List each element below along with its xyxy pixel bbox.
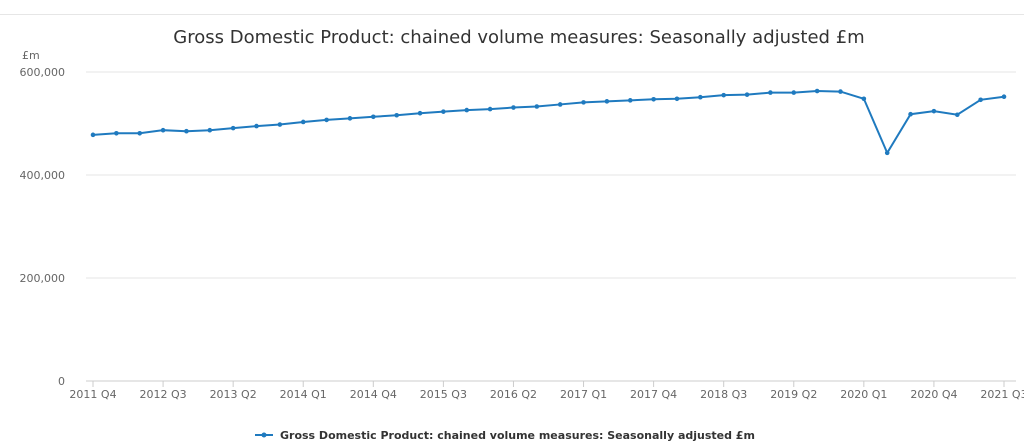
x-tick-label: 2016 Q2 [490,388,537,401]
data-point[interactable] [347,116,353,121]
x-tick-label: 2012 Q3 [139,388,186,401]
data-point[interactable] [768,90,773,95]
x-tick-label: 2018 Q3 [700,388,747,401]
y-tick-label: 0 [58,375,65,388]
legend-label[interactable]: Gross Domestic Product: chained volume m… [280,429,755,442]
data-point[interactable] [931,108,937,114]
x-tick-label: 2021 Q3 [980,388,1024,401]
chart-frame: Gross Domestic Product: chained volume m… [0,14,1024,443]
data-point[interactable] [207,127,213,133]
data-point[interactable] [744,92,750,97]
x-tick-label: 2020 Q4 [910,388,957,401]
x-tick-label: 2014 Q4 [350,388,397,401]
data-point[interactable] [814,88,820,94]
data-point[interactable] [1001,94,1007,100]
data-point[interactable] [394,112,399,118]
data-point[interactable] [90,132,96,138]
data-point[interactable] [884,150,890,156]
data-point[interactable] [114,130,119,136]
data-point[interactable] [791,90,797,95]
data-point[interactable] [604,99,610,104]
data-point[interactable] [581,100,586,105]
x-tick-label: 2020 Q1 [840,388,887,401]
data-point[interactable] [300,119,306,125]
data-point[interactable] [160,127,166,133]
data-point[interactable] [464,107,470,113]
data-point[interactable] [417,110,423,116]
data-point[interactable] [557,102,563,107]
x-tick-label: 2013 Q2 [210,388,257,401]
data-point[interactable] [627,98,633,103]
x-axis-ticks: 2011 Q4 2012 Q3 2013 Q2 2014 Q1 2014 Q4 2015 … [69,381,1024,401]
data-point[interactable] [511,105,516,110]
legend[interactable]: Gross Domestic Product: chained volume m… [255,429,755,442]
x-tick-label: 2014 Q1 [280,388,327,401]
data-point[interactable] [184,128,189,134]
y-tick-label: 200,000 [20,272,66,285]
data-point[interactable] [441,109,446,114]
gridlines [86,71,1016,382]
data-point[interactable] [838,89,843,94]
data-point[interactable] [908,111,913,117]
data-point[interactable] [277,122,283,127]
data-point[interactable] [861,96,867,102]
data-point[interactable] [371,114,376,120]
data-point[interactable] [487,106,493,112]
data-point[interactable] [534,104,540,109]
data-point[interactable] [954,112,960,118]
x-tick-label: 2019 Q2 [770,388,817,401]
legend-marker-symbol [261,432,267,438]
line-chart: Gross Domestic Product: chained volume m… [20,27,1024,442]
data-point[interactable] [698,94,703,100]
data-point[interactable] [324,117,329,123]
data-point[interactable] [721,92,726,98]
y-axis-ticks: 0 200,000 400,000 600,000 [20,66,66,388]
chart-title: Gross Domestic Product: chained volume m… [173,27,864,48]
y-axis-unit-label: £m [22,49,40,62]
data-point[interactable] [978,97,983,103]
y-tick-label: 400,000 [20,169,66,182]
data-point[interactable] [137,130,143,136]
x-tick-label: 2017 Q4 [630,388,677,401]
data-point[interactable] [651,96,656,102]
data-point[interactable] [254,123,259,129]
x-tick-label: 2015 Q3 [420,388,467,401]
y-tick-label: 600,000 [20,66,66,79]
series-markers [90,88,1007,156]
data-point[interactable] [230,125,236,131]
x-tick-label: 2017 Q1 [560,388,607,401]
series-line [92,90,1005,156]
data-point[interactable] [674,96,680,102]
x-tick-label: 2011 Q4 [69,388,116,401]
